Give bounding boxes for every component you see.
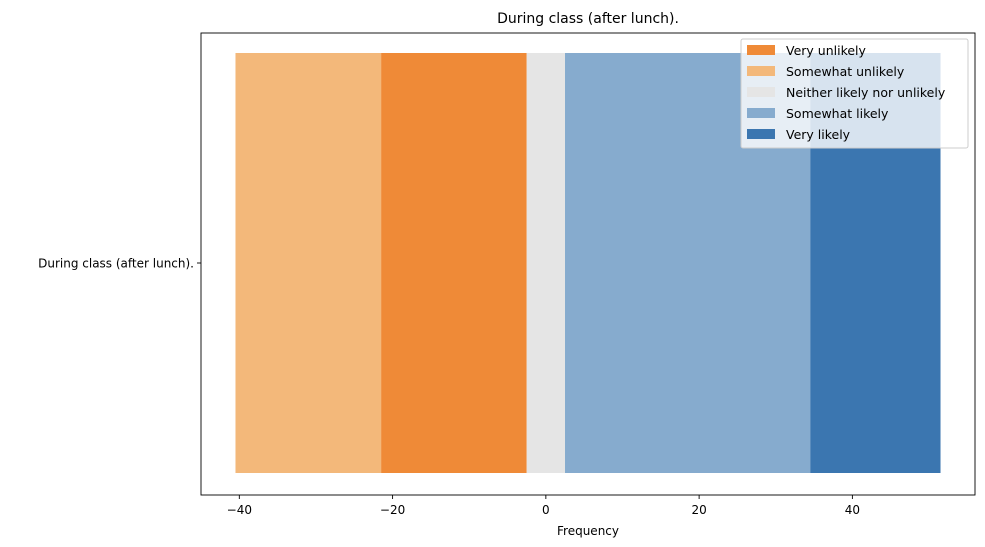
x-tick-label: −40 xyxy=(227,503,252,517)
bar-segment-somewhat-unlikely xyxy=(235,53,382,473)
y-tick-label: During class (after lunch). xyxy=(38,257,194,271)
x-axis-label: Frequency xyxy=(557,524,619,538)
x-tick-label: 40 xyxy=(845,503,860,517)
legend-swatch xyxy=(747,87,775,97)
legend: Very unlikely Somewhat unlikely Neither li… xyxy=(740,38,969,149)
legend-swatch xyxy=(747,108,775,118)
x-tick-label: 0 xyxy=(542,503,550,517)
legend-label: Somewhat likely xyxy=(786,106,889,121)
plot-frame xyxy=(200,32,976,496)
legend-swatch xyxy=(747,129,775,139)
legend-box xyxy=(740,38,969,149)
x-axis-ticks: −40 −20 0 20 40 xyxy=(227,495,860,517)
legend-label: Very likely xyxy=(786,127,851,142)
legend-label: Somewhat unlikely xyxy=(786,64,905,79)
legend-swatch xyxy=(747,66,775,76)
legend-label: Neither likely nor unlikely xyxy=(786,85,946,100)
chart-title: During class (after lunch). xyxy=(497,11,679,27)
x-tick-label: −20 xyxy=(380,503,405,517)
bar-segments xyxy=(235,53,941,473)
x-tick-label: 20 xyxy=(691,503,706,517)
bar-segment-very-unlikely xyxy=(381,53,527,473)
bar-segment-neither-likely-nor-unlikely xyxy=(526,53,566,473)
legend-label: Very unlikely xyxy=(786,43,867,58)
legend-swatch xyxy=(747,45,775,55)
y-axis-ticks: During class (after lunch). xyxy=(38,257,201,271)
